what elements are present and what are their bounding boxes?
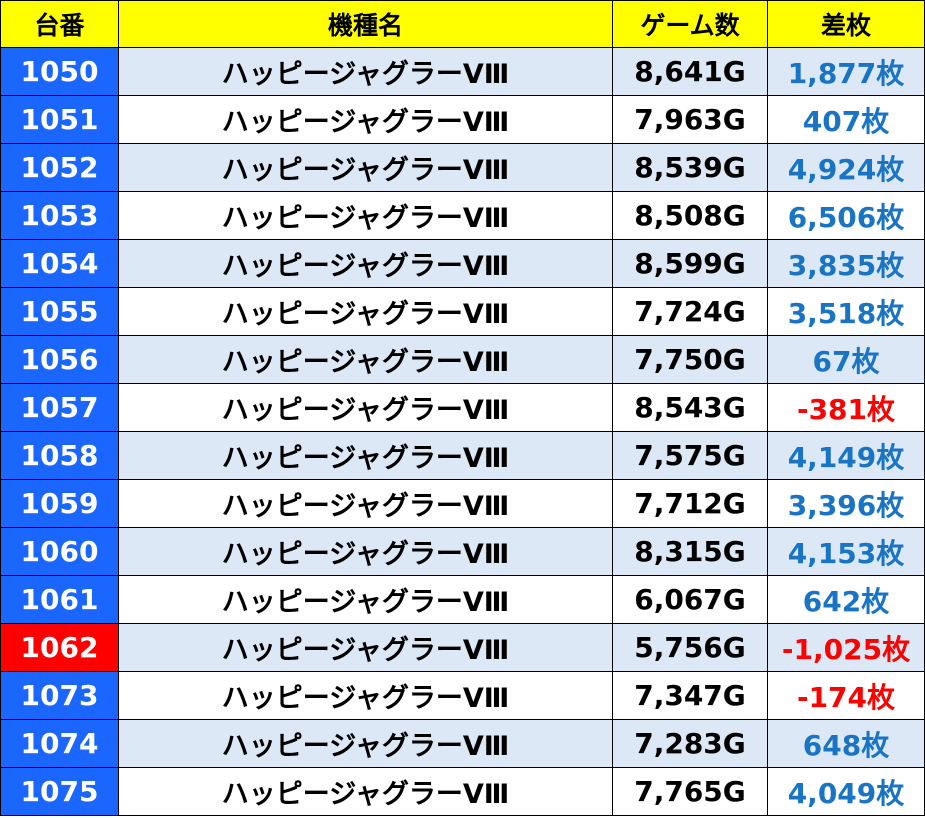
table-row: 1055 ハッピージャグラーVⅢ 7,724G 3,518枚 [0, 287, 925, 336]
coin-difference-cell: 3,518枚 [767, 287, 925, 336]
header-coin-difference: 差枚 [767, 0, 925, 48]
table-row: 1059 ハッピージャグラーVⅢ 7,712G 3,396枚 [0, 479, 925, 528]
coin-difference-cell: 407枚 [767, 95, 925, 144]
game-count-cell: 7,963G [612, 95, 768, 144]
coin-difference-cell: 3,396枚 [767, 479, 925, 528]
machine-name-cell: ハッピージャグラーVⅢ [118, 47, 613, 96]
game-count-cell: 5,756G [612, 623, 768, 672]
game-count-cell: 8,315G [612, 527, 768, 576]
machine-number-cell: 1052 [0, 143, 119, 192]
machine-number-cell: 1075 [0, 767, 119, 816]
table-row: 1050 ハッピージャグラーVⅢ 8,641G 1,877枚 [0, 47, 925, 96]
table-row: 1052 ハッピージャグラーVⅢ 8,539G 4,924枚 [0, 143, 925, 192]
coin-difference-cell: 648枚 [767, 719, 925, 768]
header-machine-name: 機種名 [118, 0, 613, 48]
machine-number-cell: 1062 [0, 623, 119, 672]
table-row: 1074 ハッピージャグラーVⅢ 7,283G 648枚 [0, 719, 925, 768]
coin-difference-cell: 4,049枚 [767, 767, 925, 816]
table-row: 1060 ハッピージャグラーVⅢ 8,315G 4,153枚 [0, 527, 925, 576]
table-row: 1062 ハッピージャグラーVⅢ 5,756G -1,025枚 [0, 623, 925, 672]
game-count-cell: 7,724G [612, 287, 768, 336]
game-count-cell: 8,599G [612, 239, 768, 288]
coin-difference-cell: 6,506枚 [767, 191, 925, 240]
table-row: 1051 ハッピージャグラーVⅢ 7,963G 407枚 [0, 95, 925, 144]
machine-name-cell: ハッピージャグラーVⅢ [118, 575, 613, 624]
machine-number-cell: 1060 [0, 527, 119, 576]
table-row: 1061 ハッピージャグラーVⅢ 6,067G 642枚 [0, 575, 925, 624]
game-count-cell: 8,641G [612, 47, 768, 96]
coin-difference-cell: -381枚 [767, 383, 925, 432]
machine-number-cell: 1074 [0, 719, 119, 768]
machine-name-cell: ハッピージャグラーVⅢ [118, 239, 613, 288]
machine-name-cell: ハッピージャグラーVⅢ [118, 335, 613, 384]
machine-name-cell: ハッピージャグラーVⅢ [118, 719, 613, 768]
table-row: 1053 ハッピージャグラーVⅢ 8,508G 6,506枚 [0, 191, 925, 240]
machine-number-cell: 1051 [0, 95, 119, 144]
machine-name-cell: ハッピージャグラーVⅢ [118, 383, 613, 432]
game-count-cell: 7,712G [612, 479, 768, 528]
machine-name-cell: ハッピージャグラーVⅢ [118, 527, 613, 576]
header-machine-number: 台番 [0, 0, 119, 48]
machine-name-cell: ハッピージャグラーVⅢ [118, 287, 613, 336]
machine-number-cell: 1056 [0, 335, 119, 384]
game-count-cell: 7,575G [612, 431, 768, 480]
machine-number-cell: 1059 [0, 479, 119, 528]
machine-name-cell: ハッピージャグラーVⅢ [118, 431, 613, 480]
machine-name-cell: ハッピージャグラーVⅢ [118, 671, 613, 720]
header-row: 台番 機種名 ゲーム数 差枚 [0, 0, 925, 48]
game-count-cell: 7,347G [612, 671, 768, 720]
game-count-cell: 7,750G [612, 335, 768, 384]
game-count-cell: 7,283G [612, 719, 768, 768]
coin-difference-cell: 4,924枚 [767, 143, 925, 192]
game-count-cell: 8,543G [612, 383, 768, 432]
game-count-cell: 7,765G [612, 767, 768, 816]
machine-name-cell: ハッピージャグラーVⅢ [118, 95, 613, 144]
coin-difference-cell: 642枚 [767, 575, 925, 624]
machine-name-cell: ハッピージャグラーVⅢ [118, 143, 613, 192]
machine-name-cell: ハッピージャグラーVⅢ [118, 479, 613, 528]
coin-difference-cell: 67枚 [767, 335, 925, 384]
table-body: 1050 ハッピージャグラーVⅢ 8,641G 1,877枚 1051 ハッピージャグラー… [0, 47, 925, 816]
coin-difference-cell: 4,153枚 [767, 527, 925, 576]
coin-difference-cell: 4,149枚 [767, 431, 925, 480]
coin-difference-cell: 1,877枚 [767, 47, 925, 96]
coin-difference-cell: 3,835枚 [767, 239, 925, 288]
coin-difference-cell: -174枚 [767, 671, 925, 720]
machine-number-cell: 1061 [0, 575, 119, 624]
table-row: 1054 ハッピージャグラーVⅢ 8,599G 3,835枚 [0, 239, 925, 288]
machine-number-cell: 1058 [0, 431, 119, 480]
table-row: 1075 ハッピージャグラーVⅢ 7,765G 4,049枚 [0, 767, 925, 816]
machine-number-cell: 1050 [0, 47, 119, 96]
machine-number-cell: 1073 [0, 671, 119, 720]
machine-number-cell: 1055 [0, 287, 119, 336]
machine-number-cell: 1054 [0, 239, 119, 288]
machine-name-cell: ハッピージャグラーVⅢ [118, 191, 613, 240]
machine-number-cell: 1053 [0, 191, 119, 240]
table-row: 1056 ハッピージャグラーVⅢ 7,750G 67枚 [0, 335, 925, 384]
table-row: 1057 ハッピージャグラーVⅢ 8,543G -381枚 [0, 383, 925, 432]
game-count-cell: 8,508G [612, 191, 768, 240]
coin-difference-cell: -1,025枚 [767, 623, 925, 672]
machine-name-cell: ハッピージャグラーVⅢ [118, 623, 613, 672]
game-count-cell: 6,067G [612, 575, 768, 624]
game-count-cell: 8,539G [612, 143, 768, 192]
table-row: 1058 ハッピージャグラーVⅢ 7,575G 4,149枚 [0, 431, 925, 480]
header-game-count: ゲーム数 [612, 0, 768, 48]
machine-name-cell: ハッピージャグラーVⅢ [118, 767, 613, 816]
table-row: 1073 ハッピージャグラーVⅢ 7,347G -174枚 [0, 671, 925, 720]
machine-number-cell: 1057 [0, 383, 119, 432]
